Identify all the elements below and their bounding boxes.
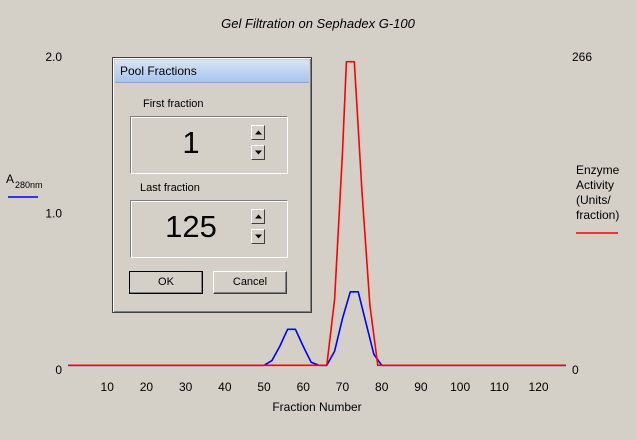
y2-axis-label-line: Enzyme <box>576 163 620 177</box>
last-fraction-up-button[interactable] <box>251 209 265 224</box>
y-tick-label: 2.0 <box>45 50 62 64</box>
y2-tick-label: 266 <box>572 50 592 64</box>
first-fraction-label: First fraction <box>143 98 204 110</box>
pool-fractions-dialog: Pool Fractions First fraction 1 Last fra… <box>112 57 312 313</box>
first-fraction-value[interactable]: 1 <box>182 125 200 160</box>
x-tick-label: 20 <box>140 380 154 394</box>
down-arrow-icon <box>255 234 262 239</box>
x-tick-label: 40 <box>218 380 232 394</box>
y2-tick-label: 0 <box>572 363 579 377</box>
x-axis-label: Fraction Number <box>272 400 361 414</box>
y2-axis-label-line: fraction) <box>576 208 619 222</box>
first-fraction-field[interactable]: 1 <box>130 116 288 174</box>
y-tick-label: 0 <box>55 363 62 377</box>
up-arrow-icon <box>255 130 262 135</box>
x-tick-label: 80 <box>375 380 389 394</box>
cancel-button[interactable]: Cancel <box>213 271 287 294</box>
dialog-titlebar[interactable]: Pool Fractions <box>115 60 309 83</box>
ok-button[interactable]: OK <box>129 271 203 294</box>
first-fraction-down-button[interactable] <box>251 145 265 160</box>
y2-axis-label-line: Activity <box>576 178 614 192</box>
y-axis-label-sub: 280nm <box>15 180 43 190</box>
x-tick-label: 60 <box>297 380 311 394</box>
last-fraction-value[interactable]: 125 <box>165 209 217 244</box>
y2-axis-label-line: (Units/ <box>576 193 611 207</box>
y-tick-label: 1.0 <box>45 207 62 221</box>
last-fraction-field[interactable]: 125 <box>130 200 288 258</box>
down-arrow-icon <box>255 150 262 155</box>
chart-title: Gel Filtration on Sephadex G-100 <box>221 16 415 31</box>
y-axis-label: A <box>6 172 14 186</box>
x-tick-label: 120 <box>529 380 549 394</box>
last-fraction-label: Last fraction <box>140 182 200 194</box>
x-tick-label: 30 <box>179 380 193 394</box>
first-fraction-up-button[interactable] <box>251 125 265 140</box>
dialog-title: Pool Fractions <box>120 64 197 78</box>
x-tick-label: 10 <box>101 380 115 394</box>
x-tick-label: 50 <box>257 380 271 394</box>
x-tick-label: 100 <box>450 380 470 394</box>
x-tick-label: 90 <box>414 380 428 394</box>
up-arrow-icon <box>255 214 262 219</box>
x-tick-label: 70 <box>336 380 350 394</box>
enzyme-activity-series-line <box>68 60 566 367</box>
x-tick-label: 110 <box>490 380 509 394</box>
last-fraction-down-button[interactable] <box>251 229 265 244</box>
